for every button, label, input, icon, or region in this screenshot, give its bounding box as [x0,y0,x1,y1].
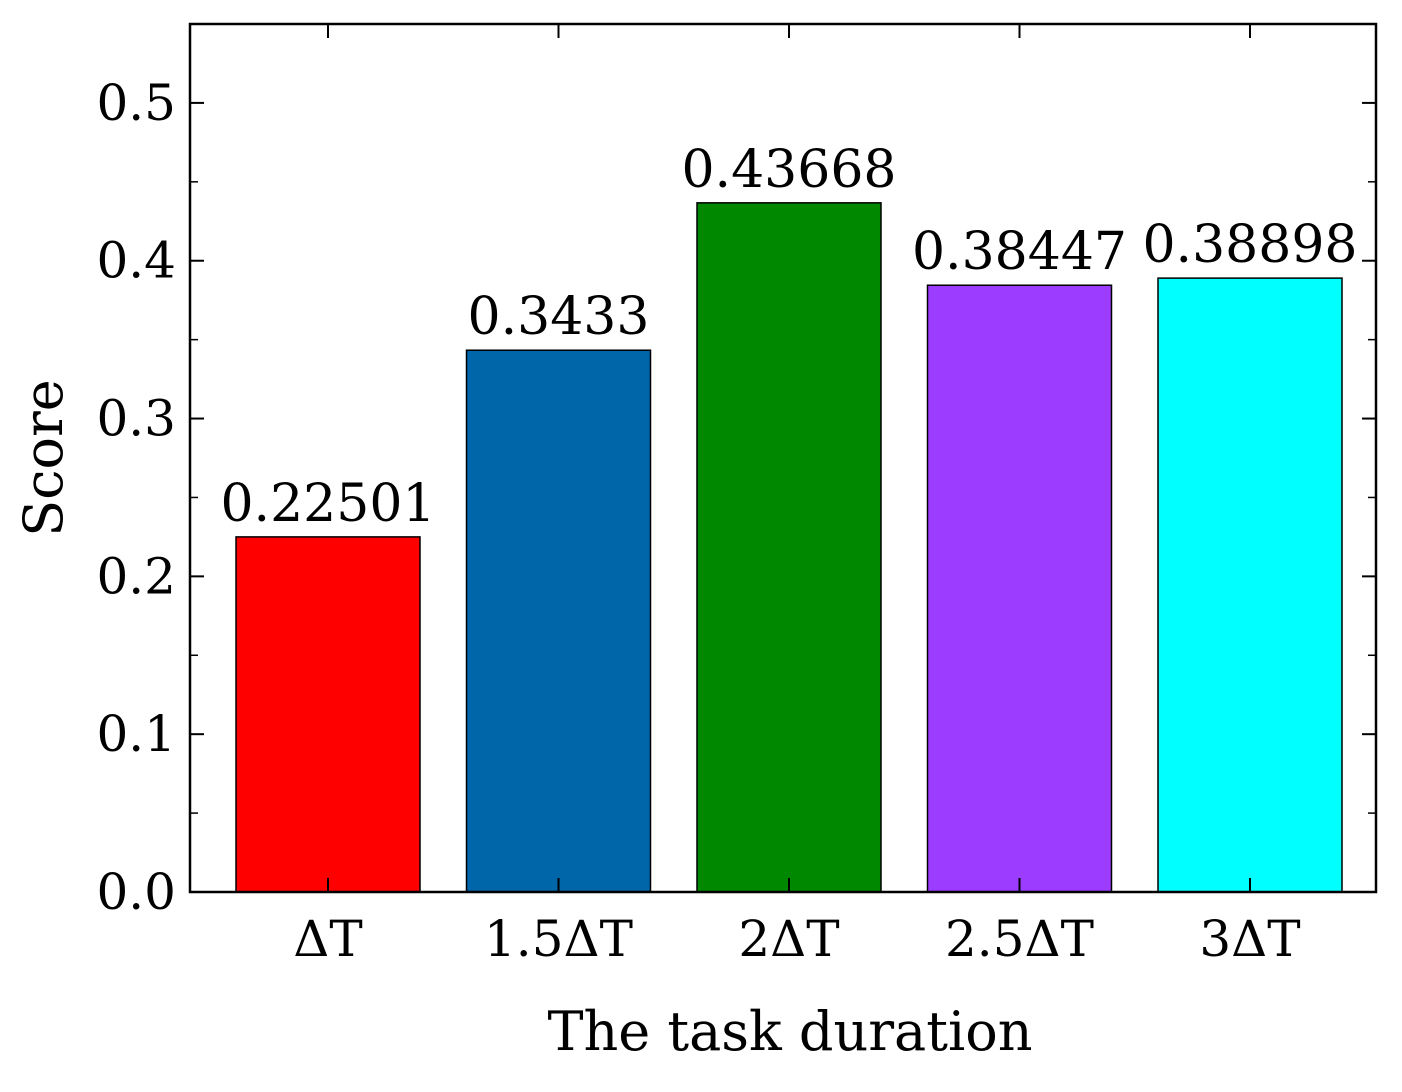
bar-5 [1157,277,1343,893]
bar-4 [926,284,1113,893]
bars-layer [235,202,1343,893]
data-label-3: 0.43668 [681,140,896,200]
y-tick-label-3: 0.2 [96,547,176,605]
x-tick-label-2: 1.5ΔT [484,910,633,968]
y-tick-label-1: 0.0 [96,863,176,921]
y-tick-label-4: 0.3 [96,390,176,448]
bar-3 [696,202,882,893]
y-axis-title: Score [12,379,75,537]
y-tick-label-6: 0.5 [96,74,176,132]
data-label-1: 0.22501 [220,474,435,534]
x-tick-label-5: 3ΔT [1199,910,1300,968]
x-tick-label-4: 2.5ΔT [945,910,1094,968]
y-tick-label-5: 0.4 [96,232,176,290]
bar-1 [235,536,421,893]
y-tick-label-2: 0.1 [96,705,176,763]
bar-2 [465,349,652,893]
labels-layer: 0.22501 ΔT 0.3433 1.5ΔT 0.43668 2ΔT 0.38447 2.5… [96,74,1357,968]
data-label-2: 0.3433 [468,287,650,347]
x-tick-label-3: 2ΔT [738,910,839,968]
data-label-4: 0.38447 [912,222,1127,282]
plot-frame [188,22,1378,894]
x-axis-title: The task duration [547,1000,1032,1063]
data-label-5: 0.38898 [1142,215,1357,275]
x-tick-label-1: ΔT [293,910,362,968]
